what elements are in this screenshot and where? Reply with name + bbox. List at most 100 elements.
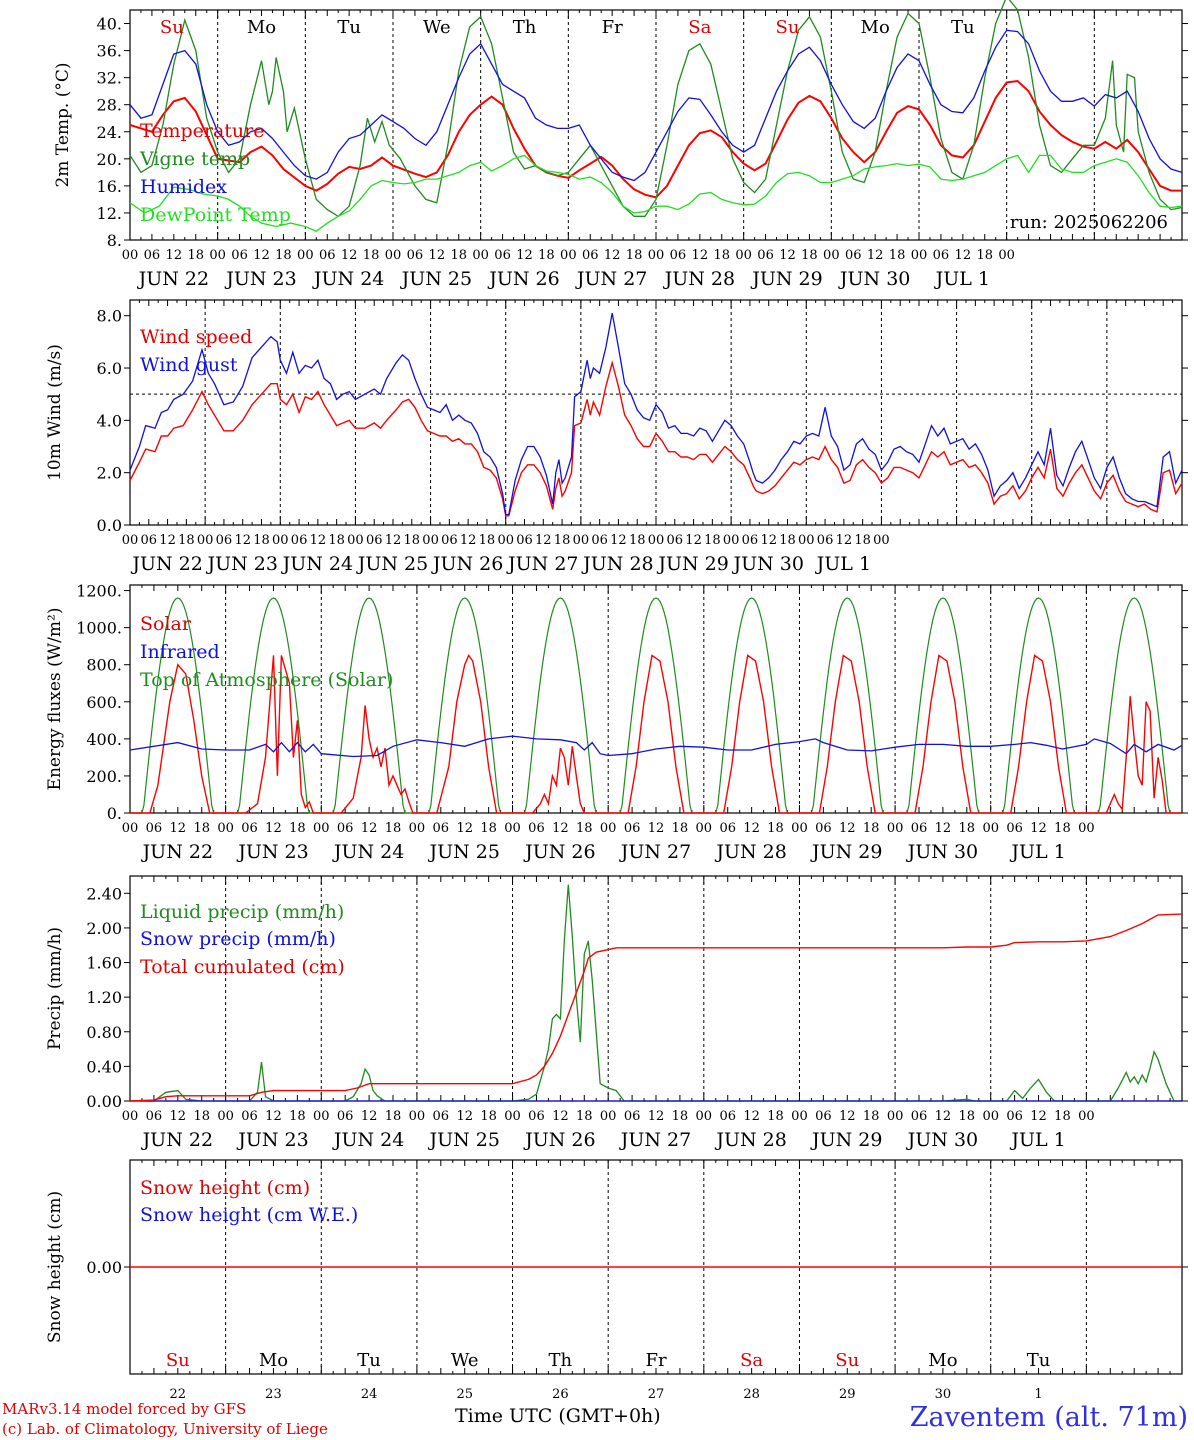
x-hour-label: 00 bbox=[385, 248, 402, 263]
model-credit: MARv3.14 model forced by GFS bbox=[2, 1400, 247, 1418]
y-tick-label: 8. bbox=[107, 231, 122, 250]
x-date-label: JUL 1 bbox=[1009, 1129, 1065, 1151]
x-hour-label: 06 bbox=[624, 821, 641, 836]
y-tick-label: 0.00 bbox=[86, 1258, 122, 1277]
x-date-label: JUN 28 bbox=[663, 268, 735, 290]
day-number-label: 29 bbox=[839, 1387, 856, 1402]
y-tick-label: 0. bbox=[107, 804, 122, 823]
weekday-label: Th bbox=[513, 17, 537, 38]
x-hour-label: 18 bbox=[193, 821, 210, 836]
weekday-label: Mo bbox=[247, 17, 276, 38]
x-hour-label: 18 bbox=[178, 533, 195, 548]
legend-entry: Solar bbox=[140, 613, 192, 635]
y-tick-label: 24. bbox=[97, 123, 122, 142]
x-hour-label: 00 bbox=[122, 821, 139, 836]
x-hour-label: 12 bbox=[552, 1109, 569, 1124]
x-hour-label: 06 bbox=[815, 821, 832, 836]
x-hour-label: 18 bbox=[854, 533, 871, 548]
x-hour-label: 12 bbox=[935, 821, 952, 836]
x-hour-label: 06 bbox=[337, 821, 354, 836]
x-hour-label: 00 bbox=[297, 248, 314, 263]
x-hour-label: 18 bbox=[385, 821, 402, 836]
x-date-label: JUN 24 bbox=[281, 553, 353, 575]
panel-3 bbox=[124, 584, 1188, 814]
x-hour-label: 12 bbox=[170, 821, 187, 836]
x-hour-label: 00 bbox=[209, 248, 226, 263]
panel-5 bbox=[124, 1159, 1188, 1375]
x-hour-label: 12 bbox=[234, 533, 251, 548]
weekday-label: Sa bbox=[688, 17, 711, 38]
y-tick-label: 800. bbox=[86, 656, 122, 675]
x-hour-label: 12 bbox=[361, 821, 378, 836]
weekday-label: Tu bbox=[1027, 1350, 1051, 1371]
x-date-label: JUN 26 bbox=[431, 553, 503, 575]
y-tick-label: 32. bbox=[97, 69, 122, 88]
x-hour-label: 12 bbox=[170, 1109, 187, 1124]
legend-entry: Top of Atmosphere (Solar) bbox=[140, 669, 393, 691]
x-hour-label: 06 bbox=[719, 1109, 736, 1124]
x-hour-label: 12 bbox=[385, 533, 402, 548]
x-hour-label: 00 bbox=[197, 533, 214, 548]
x-date-label: JUL 1 bbox=[815, 553, 871, 575]
x-hour-label: 18 bbox=[363, 248, 380, 263]
x-hour-label: 12 bbox=[935, 1109, 952, 1124]
x-hour-label: 00 bbox=[122, 533, 139, 548]
x-hour-label: 18 bbox=[801, 248, 818, 263]
x-hour-label: 18 bbox=[976, 248, 993, 263]
x-hour-label: 06 bbox=[667, 533, 684, 548]
y-tick-label: 4.0 bbox=[97, 411, 122, 430]
y-axis-label: Snow height (cm) bbox=[45, 1191, 65, 1343]
x-hour-label: 12 bbox=[253, 248, 270, 263]
x-hour-label: 12 bbox=[743, 821, 760, 836]
y-tick-label: 0.40 bbox=[86, 1057, 122, 1076]
x-date-label: JUN 30 bbox=[731, 553, 803, 575]
x-hour-label: 00 bbox=[497, 533, 514, 548]
x-date-label: JUL 1 bbox=[934, 268, 990, 290]
x-hour-label: 00 bbox=[217, 1109, 234, 1124]
y-tick-label: 600. bbox=[86, 693, 122, 712]
x-hour-label: 12 bbox=[743, 1109, 760, 1124]
x-date-label: JUN 25 bbox=[356, 553, 428, 575]
legend-entry: Snow height (cm W.E.) bbox=[140, 1204, 358, 1226]
x-hour-label: 18 bbox=[863, 1109, 880, 1124]
x-hour-label: 18 bbox=[672, 1109, 689, 1124]
x-hour-label: 06 bbox=[845, 248, 862, 263]
x-hour-label: 12 bbox=[166, 248, 183, 263]
y-tick-label: 40. bbox=[97, 15, 122, 34]
x-hour-label: 00 bbox=[873, 533, 890, 548]
x-hour-label: 06 bbox=[817, 533, 834, 548]
legend-entry: Liquid precip (mm/h) bbox=[140, 901, 344, 923]
x-hour-label: 00 bbox=[982, 821, 999, 836]
x-date-label: JUN 28 bbox=[714, 841, 786, 863]
x-hour-label: 00 bbox=[998, 248, 1015, 263]
weekday-label: Tu bbox=[951, 17, 975, 38]
day-number-label: 1 bbox=[1034, 1387, 1042, 1402]
x-date-label: JUN 25 bbox=[427, 1129, 499, 1151]
x-hour-label: 18 bbox=[863, 821, 880, 836]
x-hour-label: 12 bbox=[760, 533, 777, 548]
x-date-label: JUN 23 bbox=[236, 841, 308, 863]
legend-entry: Wind gust bbox=[140, 354, 238, 376]
legend-entry: Vigne temp bbox=[139, 148, 250, 170]
x-date-label: JUN 29 bbox=[656, 553, 728, 575]
legend-entry: Snow precip (mm/h) bbox=[140, 928, 336, 950]
y-tick-label: 2.40 bbox=[86, 884, 122, 903]
x-hour-label: 00 bbox=[313, 821, 330, 836]
x-hour-label: 06 bbox=[337, 1109, 354, 1124]
x-hour-label: 06 bbox=[1006, 821, 1023, 836]
x-date-label: JUN 30 bbox=[906, 841, 978, 863]
x-hour-label: 18 bbox=[538, 248, 555, 263]
x-hour-label: 12 bbox=[839, 1109, 856, 1124]
x-hour-label: 00 bbox=[122, 1109, 139, 1124]
series-line bbox=[129, 79, 1182, 199]
x-hour-label: 12 bbox=[516, 248, 533, 263]
x-hour-label: 00 bbox=[409, 1109, 426, 1124]
y-tick-label: 20. bbox=[97, 150, 122, 169]
x-hour-label: 00 bbox=[791, 1109, 808, 1124]
x-hour-label: 06 bbox=[146, 821, 163, 836]
series-line bbox=[129, 312, 1183, 516]
x-hour-label: 00 bbox=[347, 533, 364, 548]
day-number-label: 22 bbox=[170, 1387, 187, 1402]
weekday-label: Th bbox=[549, 1350, 573, 1371]
